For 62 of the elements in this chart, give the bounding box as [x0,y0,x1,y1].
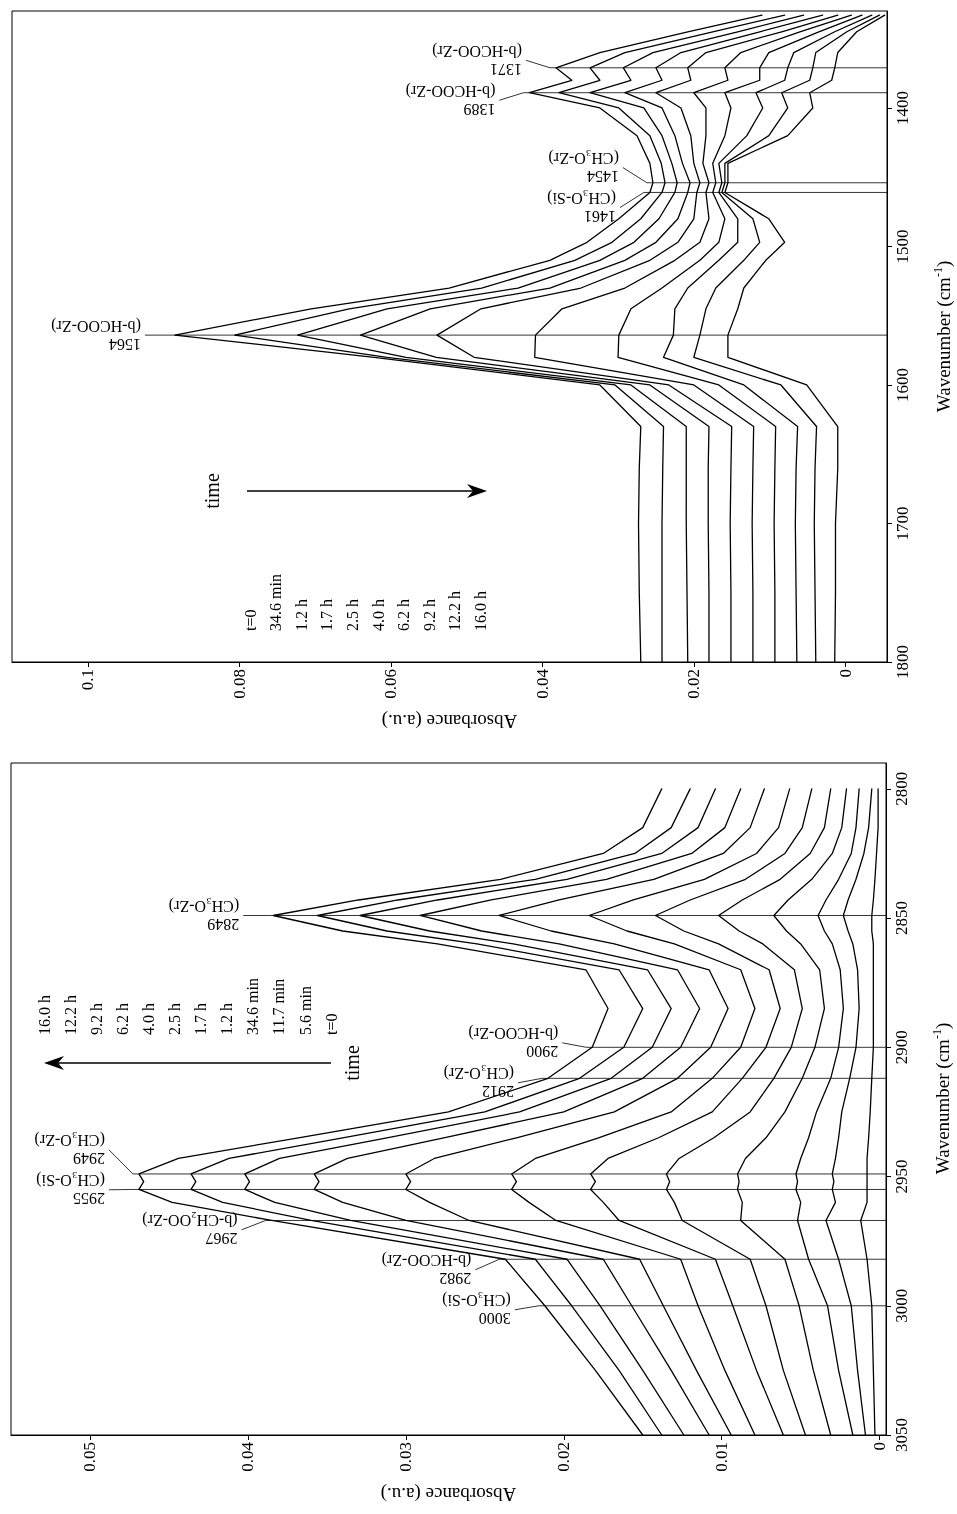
annotation: 6.2 h [395,599,413,631]
ref-line-label: 2949 (CH₃O-Zr) [34,1131,105,1168]
ref-line-label: 1389 (b-HCOO-Zr) [405,81,496,118]
x-tick-label: 0.02 [684,669,704,699]
x-tick-label: 0 [870,1442,890,1451]
y-tick-label: 3050 [892,1418,911,1452]
annotation: t=0 [322,1013,340,1035]
x-tick-label: 0.04 [532,668,552,699]
annotation: 12.2 h [446,591,464,631]
annotation: 2.5 h [166,1003,183,1035]
ref-line-label: 1371 (b-HCOO-Zr) [432,41,522,78]
annotation: time [341,1045,363,1081]
annotation: 2.5 h [343,599,361,631]
ref-line-label: 2955 (CH₃O-Si) [36,1171,105,1208]
ref-line-label: 1564 (b-HCOO-Zr) [51,316,141,353]
ref-line-label: 1454 (CH₃O-Zr) [548,149,619,186]
ref-line-label: 2982 (b-HCOO-Zr) [381,1251,472,1288]
annotation: 1.7 h [318,599,336,631]
annotation: 11.7 min [270,978,288,1035]
x-tick-label: 0.08 [229,669,249,699]
ref-line-label: 2900 (b-HCOO-Zr) [468,1024,559,1061]
x-axis-title: Absorbance (a.u.) [379,1484,518,1505]
annotation: 9.2 h [87,1003,105,1035]
x-tick-label: 0 [835,669,855,678]
annotation: 1.7 h [192,1003,210,1035]
annotation: 34.6 min [244,978,262,1035]
annotation: 12.2 h [61,995,79,1035]
annotation: 4.0 h [139,1003,157,1035]
annotation: 6.2 h [113,1003,131,1035]
y-tick-label: 1500 [893,229,912,264]
x-tick-label: 0.03 [396,1442,416,1472]
x-tick-label: 0.05 [80,1442,100,1472]
ref-line-label: 2849 (CH₃O-Zr) [168,896,240,933]
x-tick-label: 0.06 [381,669,401,699]
x-tick-label: 0.02 [554,1442,574,1472]
y-tick-label: 2950 [892,1159,911,1194]
annotation: 34.6 min [267,574,285,631]
y-tick-label: 1600 [893,367,912,402]
x-axis-title: Absorbance (a.u.) [380,711,519,732]
y-tick-label: 2900 [892,1030,911,1065]
annotation: t=0 [241,609,259,631]
annotation: 16.0 h [471,591,489,631]
y-tick-label: 1700 [893,506,912,541]
ref-line-label: 1461 (CH₃O-Si) [547,189,616,226]
y-tick-label: 1800 [893,645,912,679]
y-tick-label: 1400 [893,90,912,125]
y-tick-label: 2850 [892,901,911,936]
annotation: 4.0 h [369,599,387,631]
annotation: 16.0 h [35,995,53,1035]
ref-line-label: 2912 (CH₃O-Zr) [443,1064,514,1101]
annotation: time [201,473,223,509]
ref-line-label: 2967 (b-CH₂OO-Zr) [142,1211,238,1248]
annotation: 1.2 h [218,1003,236,1035]
y-tick-label: 2800 [892,771,911,806]
ref-line-label: 3000 (CH₃O-Si) [442,1291,511,1328]
y-tick-label: 3000 [892,1288,911,1323]
x-tick-label: 0.04 [238,1441,258,1472]
x-tick-label: 0.01 [712,1442,732,1472]
annotation: 1.2 h [292,599,310,631]
annotation: 9.2 h [420,599,438,631]
x-tick-label: 0.1 [78,669,98,691]
annotation: 5.6 min [296,986,314,1035]
